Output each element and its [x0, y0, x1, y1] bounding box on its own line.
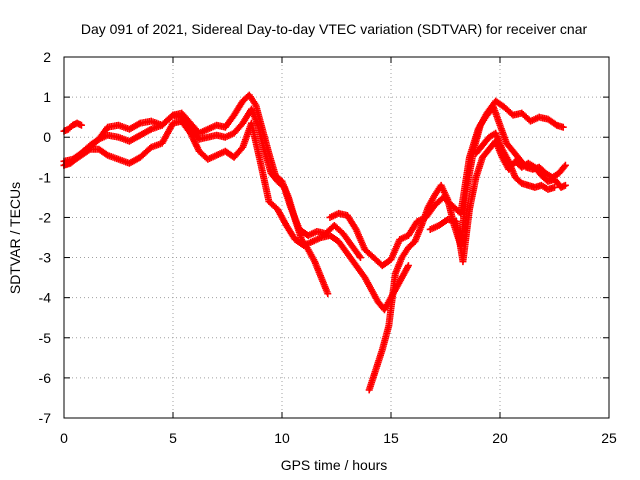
data-point: [77, 121, 85, 129]
y-tick-label: -3: [39, 250, 52, 266]
y-tick-label: -6: [39, 370, 52, 386]
y-tick-label: 2: [43, 49, 51, 65]
y-tick-label: -7: [39, 410, 52, 426]
x-axis-label: GPS time / hours: [281, 457, 388, 473]
data-point: [551, 183, 558, 191]
x-tick-label: 25: [601, 430, 617, 446]
y-tick-label: -4: [39, 290, 52, 306]
x-tick-label: 0: [60, 430, 68, 446]
chart-title: Day 091 of 2021, Sidereal Day-to-day VTE…: [81, 21, 588, 37]
series-8: [472, 129, 558, 193]
grid: [64, 57, 609, 418]
y-tick-label: 1: [43, 89, 51, 105]
data-point: [561, 181, 569, 189]
x-tick-label: 20: [492, 430, 508, 446]
data-point: [561, 161, 569, 169]
y-tick-label: -2: [39, 209, 52, 225]
plot-frame: [63, 56, 610, 419]
data-point: [559, 123, 567, 131]
series-3: [60, 117, 412, 314]
data-point: [355, 252, 363, 260]
data-points: [60, 91, 569, 394]
y-tick-label: 0: [43, 129, 51, 145]
series-4: [60, 119, 85, 135]
x-tick-label: 10: [274, 430, 290, 446]
y-tick-label: -5: [39, 330, 52, 346]
data-point: [560, 163, 568, 171]
y-tick-label: -1: [39, 169, 52, 185]
x-tick-label: 5: [169, 430, 177, 446]
series-2: [60, 105, 364, 262]
data-point: [356, 254, 364, 262]
data-point: [324, 290, 332, 298]
x-tick-label: 15: [383, 430, 399, 446]
data-point: [404, 262, 412, 270]
y-axis-label: SDTVAR / TECUs: [7, 182, 23, 294]
data-point: [85, 146, 93, 154]
